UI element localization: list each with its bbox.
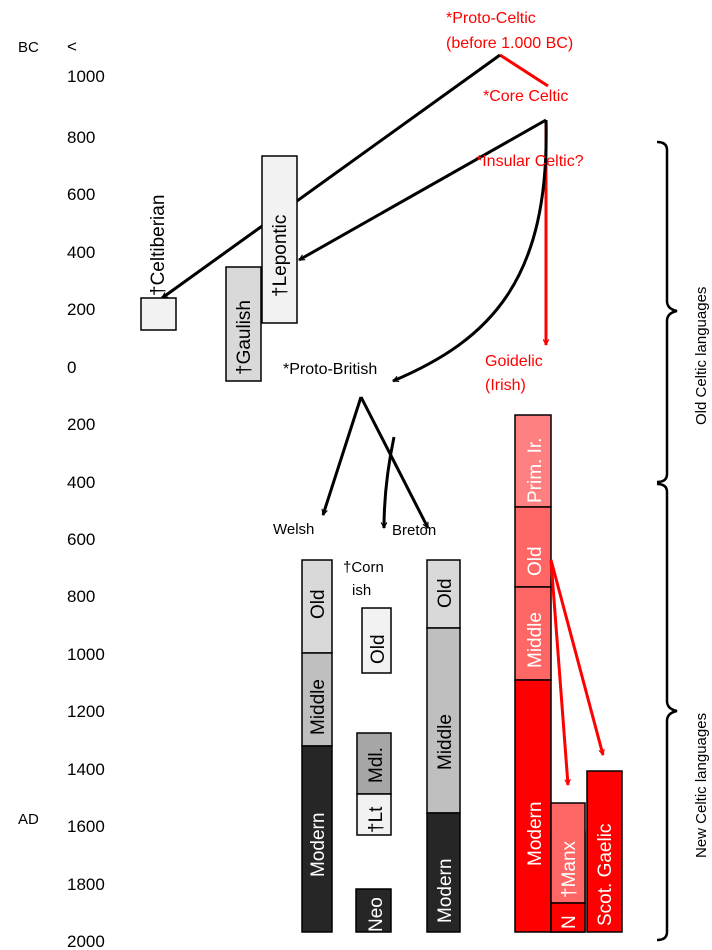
year-label: 800 <box>67 587 95 606</box>
arrow-to-breton <box>359 396 430 528</box>
scottish-gaelic-label: Scot. Gaelic <box>595 824 616 926</box>
cornish-old-label: Old <box>368 634 389 664</box>
proto-to-core-line <box>499 53 549 88</box>
core-celtic-label: *Core Celtic <box>483 88 568 105</box>
irish-modern-bar <box>514 679 552 933</box>
arrow-to-manx <box>549 559 568 785</box>
breton-old-label: Old <box>435 578 456 608</box>
irish-primitive-label: Prim. Ir. <box>525 438 546 503</box>
arrow-to-welsh <box>323 396 363 515</box>
proto-celtic-date: (before 1.000 BC) <box>446 35 573 52</box>
celtiberian-label: †Celtiberian <box>148 195 169 296</box>
welsh-old-label: Old <box>308 589 329 619</box>
year-label: 1800 <box>67 875 105 894</box>
irish-old-label: Old <box>525 546 546 576</box>
irish-old-bar <box>514 506 552 588</box>
cornish-label-continued: ish <box>352 582 371 599</box>
old-irish-branch-arrows <box>549 559 603 785</box>
goidelic-sub-label: (Irish) <box>485 377 526 394</box>
cornish-label: †Corn <box>343 559 384 576</box>
year-label: 1000 <box>67 67 105 86</box>
gaulish-bar <box>225 266 262 382</box>
insular-celtic-label: *Insular Celtic? <box>476 153 584 170</box>
welsh-column <box>301 559 333 933</box>
year-label: 1600 <box>67 817 105 836</box>
proto-celtic-label: *Proto-Celtic <box>446 10 536 27</box>
year-label: 400 <box>67 243 95 262</box>
year-label: 1000 <box>67 645 105 664</box>
proto-british-label: *Proto-British <box>283 361 377 378</box>
cornish-late-label: †Lt <box>366 806 387 833</box>
irish-middle-label: Middle <box>525 612 546 668</box>
year-label: 600 <box>67 530 95 549</box>
group-braces <box>656 140 678 942</box>
breton-column <box>426 559 461 933</box>
continental-languages <box>140 155 298 382</box>
year-axis: 1000 800 600 400 200 0 200 400 600 800 1… <box>67 67 105 950</box>
irish-modern-label: Modern <box>525 802 546 866</box>
arrow-to-proto-british <box>393 119 548 383</box>
lepontic-label: †Lepontic <box>270 215 291 297</box>
gaulish-label: †Gaulish <box>234 300 255 375</box>
year-label: 1400 <box>67 760 105 779</box>
breton-middle-label: Middle <box>435 714 456 770</box>
cornish-neo-label: Neo <box>366 897 387 932</box>
year-label: 200 <box>67 415 95 434</box>
welsh-label: Welsh <box>273 521 314 538</box>
irish-new-label: N <box>559 915 580 929</box>
cornish-old-bar <box>361 607 392 674</box>
welsh-middle-label: Middle <box>308 679 329 735</box>
n-bar <box>550 902 586 933</box>
arrow-to-celtiberian <box>162 53 501 300</box>
bc-label: BC <box>18 39 39 56</box>
year-label: 0 <box>67 358 76 377</box>
scottish-gaelic-bar <box>586 770 623 933</box>
celtiberian-bar <box>140 297 177 331</box>
year-label: 400 <box>67 473 95 492</box>
arrow-to-scottish-gaelic <box>549 559 603 755</box>
old-celtic-brace <box>656 140 678 484</box>
welsh-modern-label: Modern <box>308 813 329 877</box>
ad-label: AD <box>18 811 39 828</box>
new-celtic-group-label: New Celtic languages <box>693 713 710 858</box>
irish-column <box>514 414 623 933</box>
breton-label: Breton <box>392 522 436 539</box>
year-label: 600 <box>67 185 95 204</box>
new-celtic-brace <box>656 482 678 942</box>
breton-middle-bar <box>426 627 461 814</box>
manx-label: †Manx <box>559 840 580 898</box>
goidelic-label: Goidelic <box>485 353 543 370</box>
cornish-late-bar <box>356 793 392 836</box>
year-label: 2000 <box>67 932 105 950</box>
year-label: 800 <box>67 128 95 147</box>
breton-old-bar <box>426 559 461 629</box>
welsh-modern-bar <box>301 745 333 933</box>
cornish-middle-label: Mdl. <box>366 747 387 783</box>
cornish-neo-bar <box>355 888 392 933</box>
manx-bar <box>550 802 586 904</box>
descent-arrows <box>162 53 548 528</box>
breton-modern-bar <box>426 812 461 933</box>
cornish-column <box>355 607 392 933</box>
welsh-old-bar <box>301 559 333 654</box>
breton-modern-label: Modern <box>435 859 456 923</box>
lepontic-bar <box>261 155 298 324</box>
arrow-to-cornish <box>384 436 396 528</box>
arrow-to-lepontic <box>299 118 547 262</box>
cornish-middle-bar <box>356 732 392 795</box>
welsh-middle-bar <box>301 652 333 747</box>
old-celtic-group-label: Old Celtic languages <box>693 287 710 425</box>
irish-middle-bar <box>514 586 552 681</box>
earlier-marker: < <box>67 37 77 56</box>
irish-primitive-bar <box>514 414 552 508</box>
year-label: 1200 <box>67 702 105 721</box>
year-label: 200 <box>67 300 95 319</box>
